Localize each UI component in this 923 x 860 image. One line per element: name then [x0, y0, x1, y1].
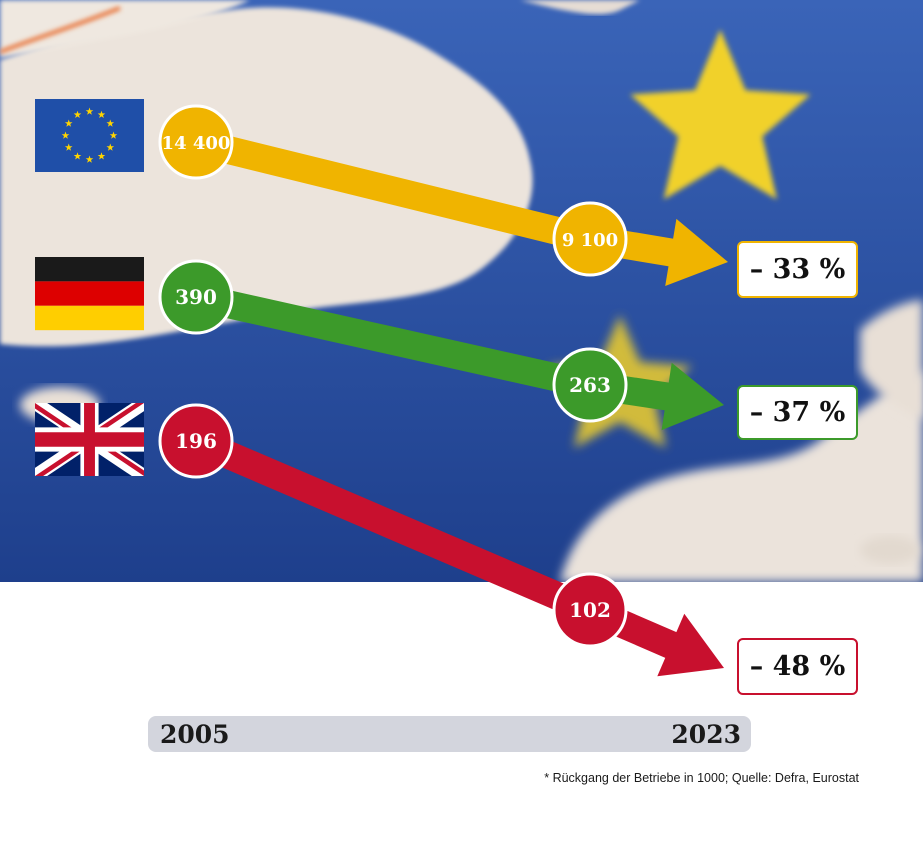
series-2-start-point — [158, 403, 234, 479]
eu-star-icon — [97, 110, 106, 118]
series-1-end-label: 263 — [569, 373, 611, 397]
eu-flag — [35, 99, 144, 172]
eu-star-icon — [109, 131, 118, 139]
x-tick-end: 2023 — [671, 719, 741, 749]
eu-star-icon — [97, 152, 106, 160]
series-2-change-label: – 48 % — [737, 638, 858, 695]
series-0-arrowhead — [665, 218, 728, 286]
eu-star-icon — [106, 143, 115, 151]
series-1-change-label: – 37 % — [737, 385, 858, 440]
eu-star-icon — [85, 107, 94, 115]
series-1-end-point — [552, 347, 628, 423]
series-2-end-label: 102 — [569, 598, 611, 622]
germany-flag — [35, 257, 144, 331]
series-2-arrowhead — [657, 613, 724, 677]
eu-star-icon — [73, 110, 82, 118]
series-2-line — [190, 428, 596, 623]
eu-star-icon — [73, 152, 82, 160]
series-0-end-point — [552, 201, 628, 277]
series-1-line — [192, 283, 594, 399]
x-tick-start: 2005 — [160, 719, 230, 749]
eu-star-icon — [64, 119, 73, 127]
series-2-end-point — [552, 572, 628, 648]
eu-star-icon — [64, 143, 73, 151]
eu-star-icon — [106, 119, 115, 127]
series-1-start-label: 390 — [175, 285, 217, 309]
series-2-start-label: 196 — [175, 429, 217, 453]
series-0-change-label: – 33 % — [737, 241, 858, 298]
series-0-end-label: 9 100 — [562, 230, 618, 251]
eu-star-icon — [61, 131, 70, 139]
eu-star-icon — [85, 155, 94, 163]
footnote: * Rückgang der Betriebe in 1000; Quelle:… — [544, 771, 859, 785]
series-0-start-label: 14 400 — [162, 133, 231, 154]
series-1-arrowhead — [661, 362, 724, 431]
series-0-start-point — [158, 104, 234, 180]
series-1-start-point — [158, 259, 234, 335]
timeline-bar: 2005 2023 — [148, 716, 751, 752]
series-0-line — [192, 128, 594, 253]
uk-flag — [35, 403, 144, 476]
